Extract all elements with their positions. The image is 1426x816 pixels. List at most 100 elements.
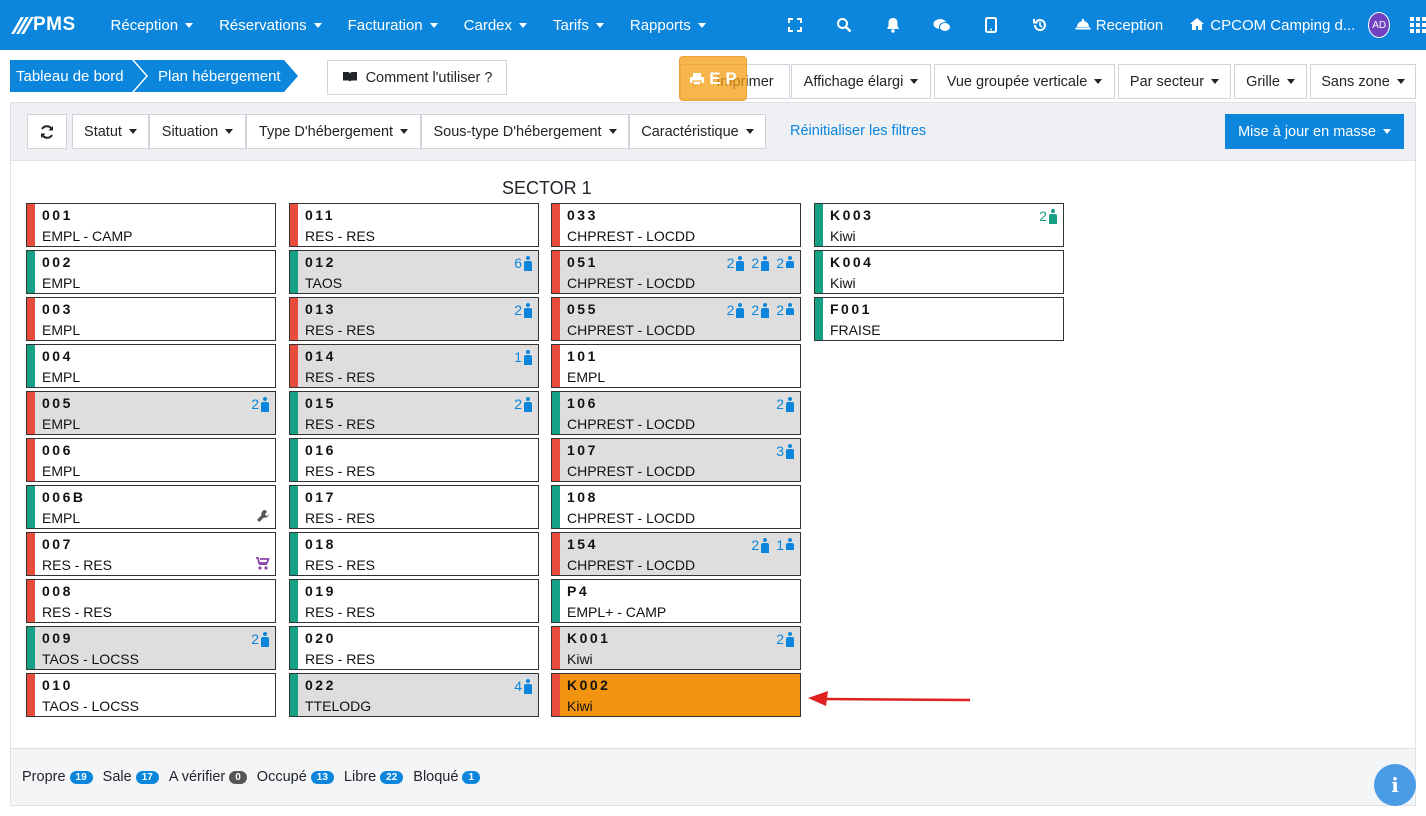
unit-card[interactable]: 002 EMPL	[26, 250, 276, 294]
user-avatar[interactable]: AD	[1368, 12, 1390, 38]
unit-card[interactable]: 108 CHPREST - LOCDD	[551, 485, 801, 529]
unit-card[interactable]: 055 CHPREST - LOCDD 2 2 2	[551, 297, 801, 341]
grid-dropdown[interactable]: Grille	[1234, 64, 1307, 99]
unit-card[interactable]: 004 EMPL	[26, 344, 276, 388]
unit-card[interactable]: 022 TTELODG 4	[289, 673, 539, 717]
chevron-down-icon	[910, 79, 919, 84]
occupancy-badge: 2	[776, 302, 794, 318]
person-icon	[261, 396, 269, 412]
unit-card[interactable]: 106 CHPREST - LOCDD 2	[551, 391, 801, 435]
legend-occupied[interactable]: Occupé 13	[257, 769, 334, 785]
unit-card[interactable]: 013 RES - RES 2	[289, 297, 539, 341]
help-button[interactable]: Comment l'utiliser ?	[327, 60, 507, 95]
group-view-dropdown[interactable]: Vue groupée verticale	[934, 64, 1115, 99]
unit-card[interactable]: 154 CHPREST - LOCDD 2 1	[551, 532, 801, 576]
unit-code: 002	[42, 254, 73, 270]
unit-type: Kiwi	[830, 275, 856, 291]
menu-rapports[interactable]: Rapports	[617, 0, 719, 50]
unit-type: RES - RES	[305, 416, 376, 432]
status-bar	[290, 486, 298, 528]
refresh-button[interactable]	[27, 114, 67, 149]
sector-dropdown[interactable]: Par secteur	[1118, 64, 1231, 99]
menu-reservations-label: Réservations	[219, 16, 307, 34]
unit-card[interactable]: 010 TAOS - LOCSS	[26, 673, 276, 717]
type-filter[interactable]: Type D'hébergement	[246, 114, 421, 149]
unit-card[interactable]: 012 TAOS 6	[289, 250, 539, 294]
unit-code: 010	[42, 677, 73, 693]
menu-cardex[interactable]: Cardex	[451, 0, 540, 50]
tablet-icon[interactable]	[967, 0, 1016, 50]
brand-logo[interactable]: PMS	[11, 14, 85, 36]
legend-blocked[interactable]: Bloqué 1	[413, 769, 480, 785]
unit-card[interactable]: 011 RES - RES	[289, 203, 539, 247]
history-icon[interactable]	[1016, 0, 1065, 50]
unit-card[interactable]: 051 CHPREST - LOCDD 2 2 2	[551, 250, 801, 294]
occupancy-count: 2	[751, 537, 760, 553]
unit-card[interactable]: K002 Kiwi	[551, 673, 801, 717]
unit-card[interactable]: 014 RES - RES 1	[289, 344, 539, 388]
apps-grid-icon[interactable]	[1410, 17, 1426, 33]
unit-code: 022	[305, 677, 336, 693]
unit-card[interactable]: 017 RES - RES	[289, 485, 539, 529]
unit-card[interactable]: 007 RES - RES	[26, 532, 276, 576]
print-hover-overlay[interactable]: E P	[679, 56, 747, 101]
legend-dirty[interactable]: Sale 17	[103, 769, 159, 785]
unit-card[interactable]: 016 RES - RES	[289, 438, 539, 482]
unit-card[interactable]: 003 EMPL	[26, 297, 276, 341]
info-icon[interactable]: i	[1374, 764, 1416, 806]
unit-card[interactable]: 019 RES - RES	[289, 579, 539, 623]
situation-filter-label: Situation	[161, 123, 219, 140]
bell-icon[interactable]	[869, 0, 918, 50]
legend-free[interactable]: Libre 22	[344, 769, 404, 785]
unit-card[interactable]: K003 Kiwi 2	[814, 203, 1064, 247]
breadcrumb-accommodation-plan[interactable]: Plan hébergement	[134, 60, 298, 92]
unit-card[interactable]: 101 EMPL	[551, 344, 801, 388]
unit-card[interactable]: F001 FRAISE	[814, 297, 1064, 341]
mass-update-button[interactable]: Mise à jour en masse	[1225, 114, 1404, 149]
unit-card[interactable]: K004 Kiwi	[814, 250, 1064, 294]
unit-card[interactable]: 006B EMPL	[26, 485, 276, 529]
unit-card[interactable]: 033 CHPREST - LOCDD	[551, 203, 801, 247]
unit-card[interactable]: 008 RES - RES	[26, 579, 276, 623]
subtype-filter[interactable]: Sous-type D'hébergement	[421, 114, 629, 149]
reception-link[interactable]: Reception	[1075, 17, 1163, 34]
unit-card[interactable]: K001 Kiwi 2	[551, 626, 801, 670]
unit-card[interactable]: P4 EMPL+ - CAMP	[551, 579, 801, 623]
unit-code: 013	[305, 301, 336, 317]
feature-filter[interactable]: Caractéristique	[629, 114, 766, 149]
property-selector[interactable]: CPCOM Camping d...	[1189, 17, 1355, 34]
search-icon[interactable]	[820, 0, 869, 50]
unit-code: 012	[305, 254, 336, 270]
legend-to-check[interactable]: A vérifier 0	[169, 769, 247, 785]
unit-card[interactable]: 107 CHPREST - LOCDD 3	[551, 438, 801, 482]
legend-clean[interactable]: Propre 19	[22, 769, 93, 785]
unit-code: 003	[42, 301, 73, 317]
breadcrumb-dashboard[interactable]: Tableau de bord	[10, 60, 146, 92]
status-bar	[27, 251, 35, 293]
unit-card[interactable]: 018 RES - RES	[289, 532, 539, 576]
unit-card[interactable]: 006 EMPL	[26, 438, 276, 482]
occupancy-badge: 4	[514, 678, 532, 694]
status-bar	[290, 627, 298, 669]
group-view-label: Vue groupée verticale	[946, 73, 1088, 90]
menu-facturation[interactable]: Facturation	[335, 0, 451, 50]
wide-view-button[interactable]: Affichage élargi	[791, 64, 931, 99]
menu-reservations[interactable]: Réservations	[206, 0, 335, 50]
zone-dropdown[interactable]: Sans zone	[1310, 64, 1416, 99]
unit-card[interactable]: 001 EMPL - CAMP	[26, 203, 276, 247]
menu-tarifs[interactable]: Tarifs	[540, 0, 617, 50]
chat-icon[interactable]	[918, 0, 967, 50]
fullscreen-icon[interactable]	[771, 0, 820, 50]
unit-code: 016	[305, 442, 336, 458]
unit-card[interactable]: 020 RES - RES	[289, 626, 539, 670]
unit-card[interactable]: 009 TAOS - LOCSS 2	[26, 626, 276, 670]
status-bar	[27, 674, 35, 716]
status-filter[interactable]: Statut	[72, 114, 149, 149]
unit-card[interactable]: 005 EMPL 2	[26, 391, 276, 435]
situation-filter[interactable]: Situation	[149, 114, 246, 149]
occupancy-count: 2	[776, 396, 784, 412]
status-bar	[290, 204, 298, 246]
unit-card[interactable]: 015 RES - RES 2	[289, 391, 539, 435]
menu-reception[interactable]: Réception	[98, 0, 207, 50]
reset-filters-link[interactable]: Réinitialiser les filtres	[790, 123, 927, 139]
